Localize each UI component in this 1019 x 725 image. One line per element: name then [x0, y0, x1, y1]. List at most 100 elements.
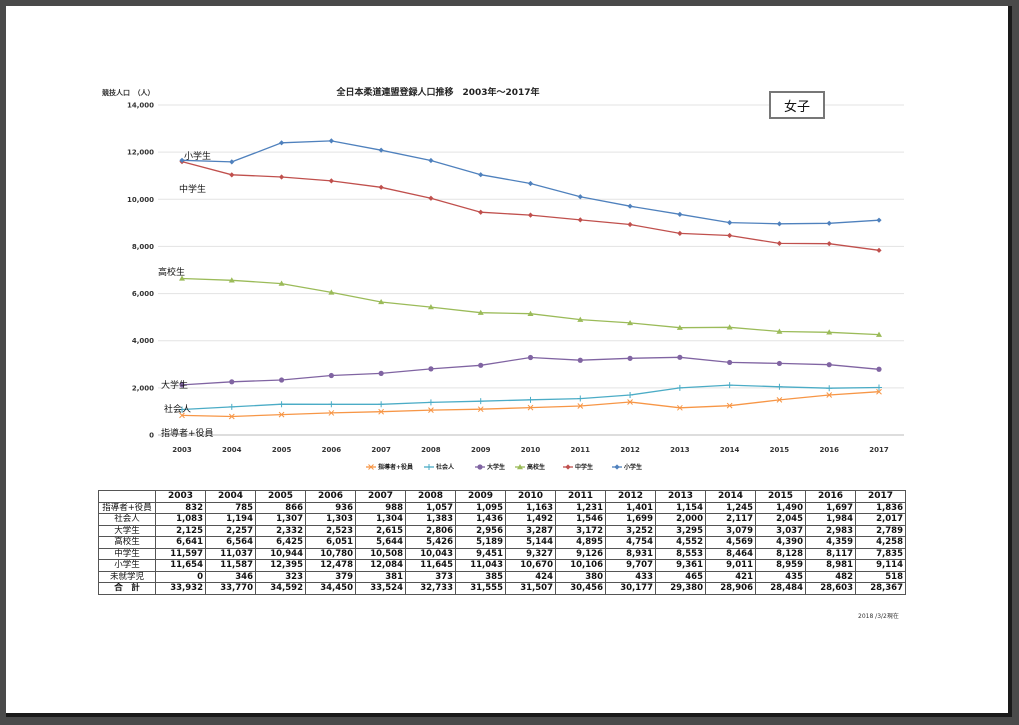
table-cell: 2,332 — [255, 524, 306, 537]
table-row: 社会人 1,083 1,194 1,307 1,303 1,304 1,383 1,436 1,… — [98, 513, 906, 526]
table-cell: 1,383 — [405, 513, 456, 526]
table-cell: 1,083 — [155, 513, 206, 526]
data-point — [527, 310, 534, 316]
data-point — [726, 324, 733, 330]
table-cell: 2,125 — [155, 524, 206, 537]
data-point — [876, 384, 882, 391]
table-cell: 28,484 — [755, 582, 806, 595]
data-point — [826, 241, 832, 247]
legend-label: 高校生 — [527, 463, 545, 471]
x-tick-label: 2006 — [322, 446, 342, 454]
table-cell: 5,144 — [505, 536, 556, 549]
table-row: 高校生 6,641 6,564 6,425 6,051 5,644 5,426 5,189 5,… — [98, 536, 906, 549]
table-cell: 1,490 — [755, 501, 806, 514]
legend-label: 中学生 — [575, 463, 593, 471]
data-point — [776, 240, 783, 247]
table-cell: 465 — [655, 570, 706, 583]
table-cell: 10,106 — [555, 559, 606, 572]
table-cell: 32,733 — [405, 582, 456, 595]
table-cell: 11,587 — [205, 559, 256, 572]
table-cell: 1,057 — [405, 501, 456, 514]
table-cell: 3,252 — [605, 524, 656, 537]
table-cell: 1,699 — [605, 513, 656, 526]
row-label: 中学生 — [98, 547, 156, 560]
table-cell: 832 — [155, 501, 206, 514]
table-cell: 433 — [605, 570, 656, 583]
table-cell: 2,956 — [455, 524, 506, 537]
table-cell: 8,464 — [705, 547, 756, 560]
table-cell: 988 — [355, 501, 406, 514]
table-cell: 5,189 — [455, 536, 506, 549]
row-label: 指導者+役員 — [98, 501, 156, 514]
table-cell: 10,944 — [255, 547, 306, 560]
data-point — [228, 403, 235, 410]
y-tick-label: 8,000 — [132, 243, 154, 251]
table-cell: 8,128 — [755, 547, 806, 560]
table-cell: 424 — [505, 570, 556, 583]
series-label: 大学生 — [161, 379, 188, 391]
data-point — [179, 157, 185, 163]
table-cell: 8,931 — [605, 547, 656, 560]
table-cell: 9,126 — [555, 547, 606, 560]
series-小学生 — [179, 138, 882, 227]
table-cell: 2,257 — [205, 524, 256, 537]
table-cell: 4,754 — [605, 536, 656, 549]
table-cell: 30,456 — [555, 582, 606, 595]
y-tick-label: 0 — [149, 432, 154, 440]
data-point — [527, 212, 534, 218]
table-cell: 2,789 — [855, 524, 906, 537]
table-cell: 379 — [305, 570, 356, 583]
table-cell: 3,287 — [505, 524, 556, 537]
table-cell: 34,592 — [255, 582, 306, 595]
table-cell: 12,395 — [255, 559, 306, 572]
table-cell: 346 — [205, 570, 256, 583]
footnote: 2018 /3/2現在 — [858, 613, 899, 620]
table-header-cell: 2004 — [205, 490, 256, 503]
table-cell: 9,327 — [505, 547, 556, 560]
x-axis-ticks: 2003 2004 2005 2006 2007 2008 2009 2010 2011 2012… — [172, 446, 889, 454]
table-cell: 1,546 — [555, 513, 606, 526]
table-cell: 11,645 — [405, 559, 456, 572]
data-point — [776, 360, 783, 367]
data-point — [428, 157, 434, 164]
table-cell: 3,037 — [755, 524, 806, 537]
data-point — [478, 362, 484, 368]
data-point — [278, 401, 285, 408]
table-header-cell: 2006 — [305, 490, 356, 503]
series-line — [181, 277, 880, 336]
data-point — [876, 247, 882, 253]
data-point — [428, 407, 434, 413]
x-tick-label: 2004 — [222, 446, 242, 454]
data-point — [726, 382, 733, 389]
data-point — [627, 221, 633, 228]
data-point — [179, 412, 185, 419]
x-tick-label: 2013 — [670, 446, 690, 454]
grid — [158, 104, 904, 436]
table-cell: 9,451 — [455, 547, 506, 560]
y-axis-label: 競技人口 （人） — [102, 88, 155, 97]
data-point — [428, 195, 434, 201]
x-tick-label: 2003 — [172, 446, 192, 454]
gender-badge: 女子 — [769, 91, 825, 119]
data-point — [278, 174, 285, 180]
y-tick-label: 14,000 — [127, 102, 154, 110]
table-cell: 381 — [355, 570, 406, 583]
data-point — [826, 392, 833, 398]
data-point — [328, 138, 334, 144]
table-cell: 2,806 — [405, 524, 456, 537]
data-point — [228, 413, 235, 420]
table-header-cell: 2011 — [555, 490, 606, 503]
series-line — [181, 160, 880, 251]
x-tick-label: 2005 — [272, 446, 292, 454]
table-cell: 2,983 — [805, 524, 856, 537]
table-cell: 34,450 — [305, 582, 356, 595]
data-table: 2003 2004 2005 2006 2007 2008 2009 2010 2011 2012… — [98, 490, 906, 595]
line-chart: 全日本柔道連盟登録人口推移 2003年～2017年 競技人口 （人） 14,00… — [102, 86, 904, 471]
data-point — [577, 316, 584, 322]
legend-label: 指導者+役員 — [378, 463, 413, 471]
table-cell: 2,000 — [655, 513, 706, 526]
data-point — [727, 359, 733, 366]
data-point — [677, 354, 683, 360]
table-row: 合 計 33,932 33,770 34,592 34,450 33,524 32,733 3… — [98, 582, 906, 595]
table-header-cell: 2010 — [505, 490, 556, 503]
